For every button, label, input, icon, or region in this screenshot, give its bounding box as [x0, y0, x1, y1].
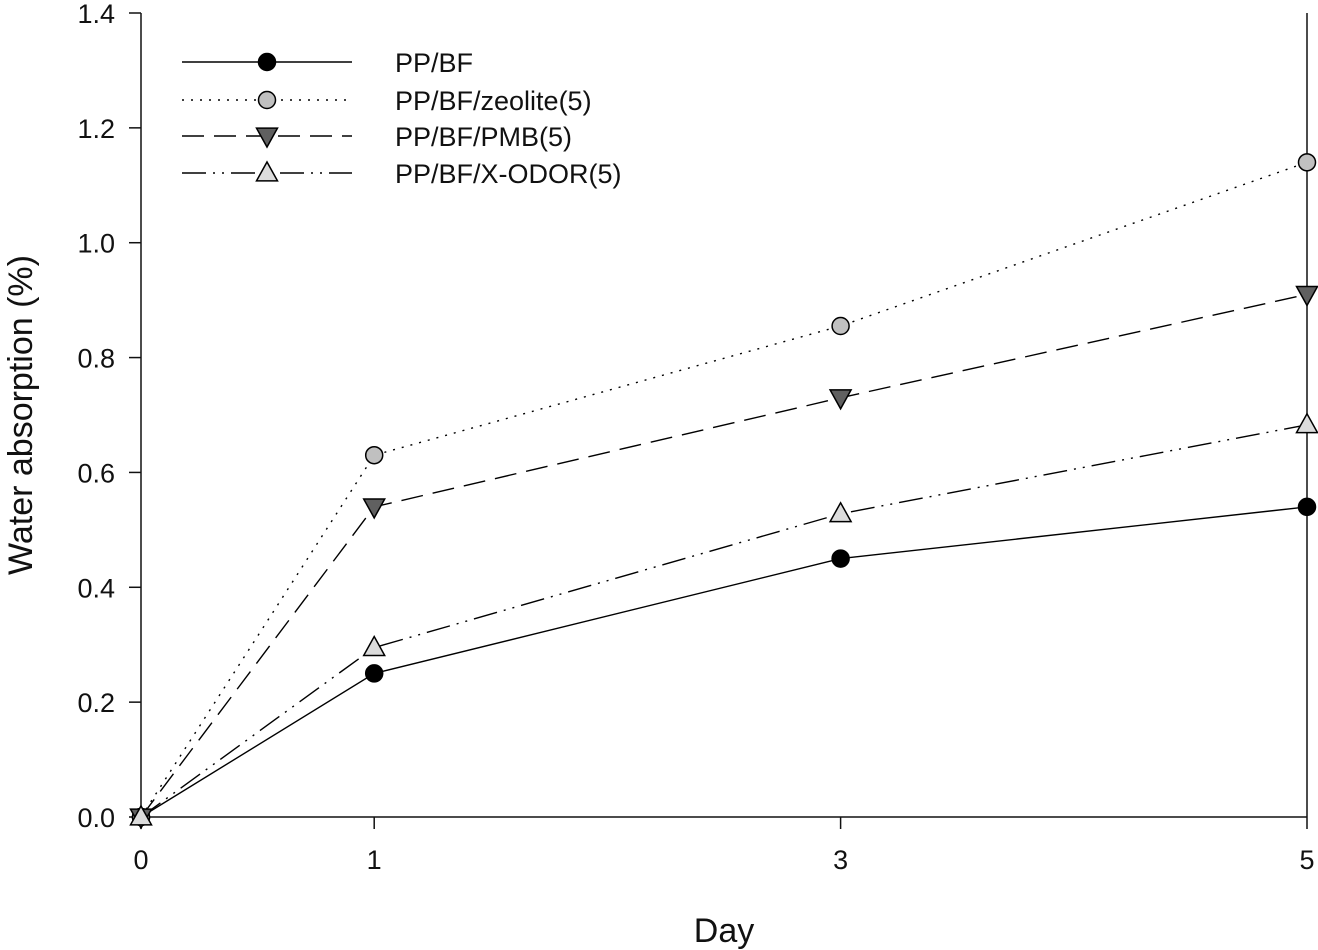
series-line-pp-bf-pmb-5: [140, 293, 1308, 818]
data-point-pp-bf: [1297, 497, 1317, 517]
axes: 0.0 0.2 0.4 0.6 0.8 1.0 1.2 1.4 0 1 3 5: [77, 0, 1314, 875]
data-point-pp-bf-zeolite-5: [831, 316, 850, 336]
x-tick-label: 1: [367, 845, 382, 875]
data-point-pp-bf-pmb-5: [828, 389, 853, 411]
data-point-pp-bf-pmb-5: [1295, 285, 1318, 307]
y-tick-label: 1.2: [77, 114, 115, 144]
legend-label: PP/BF: [395, 48, 473, 78]
data-point-pp-bf-zeolite-5: [1297, 153, 1317, 172]
legend-item: PP/BF/X-ODOR(5): [182, 159, 622, 189]
data-point-pp-bf: [831, 549, 850, 568]
data-point-pp-bf-x-odor-5: [362, 635, 386, 657]
series-line-pp-bf-zeolite-5: [140, 161, 1308, 818]
x-tick-label: 0: [133, 845, 148, 875]
legend-marker: [255, 160, 279, 182]
x-tick-label: 3: [833, 845, 848, 875]
legend-label: PP/BF/zeolite(5): [395, 86, 592, 116]
series-lines: [140, 161, 1308, 818]
y-tick-label: 0.0: [77, 803, 115, 833]
x-axis-title: Day: [694, 912, 754, 950]
data-point-pp-bf: [364, 664, 384, 683]
y-tick-label: 0.8: [77, 344, 115, 374]
data-point-pp-bf-x-odor-5: [129, 804, 153, 826]
legend-item: PP/BF: [182, 48, 473, 78]
legend-marker: [255, 127, 279, 149]
data-point-pp-bf-pmb-5: [362, 498, 386, 520]
y-tick-label: 0.2: [77, 688, 115, 718]
y-tick-label: 1.4: [77, 0, 115, 29]
legend-item: PP/BF/PMB(5): [182, 122, 572, 152]
series-line-pp-bf: [140, 506, 1308, 818]
series-markers: [129, 153, 1318, 830]
series-line-pp-bf-x-odor-5: [140, 424, 1308, 818]
legend-marker: [257, 90, 277, 110]
legend-label: PP/BF/PMB(5): [395, 122, 572, 152]
y-tick-label: 1.0: [77, 229, 115, 259]
data-point-pp-bf-zeolite-5: [364, 445, 384, 465]
legend: PP/BF PP/BF/zeolite(5) PP/BF/PMB(5) PP/BF/X…: [182, 48, 622, 189]
legend-label: PP/BF/X-ODOR(5): [395, 159, 622, 189]
data-point-pp-bf-x-odor-5: [828, 501, 853, 523]
legend-item: PP/BF/zeolite(5): [182, 86, 592, 116]
x-tick-label: 5: [1299, 845, 1314, 875]
legend-marker: [257, 52, 277, 72]
y-tick-label: 0.4: [77, 573, 115, 603]
y-tick-label: 0.6: [77, 458, 115, 488]
data-point-pp-bf-x-odor-5: [1295, 412, 1318, 434]
y-axis-title: Water absorption (%): [2, 255, 40, 575]
